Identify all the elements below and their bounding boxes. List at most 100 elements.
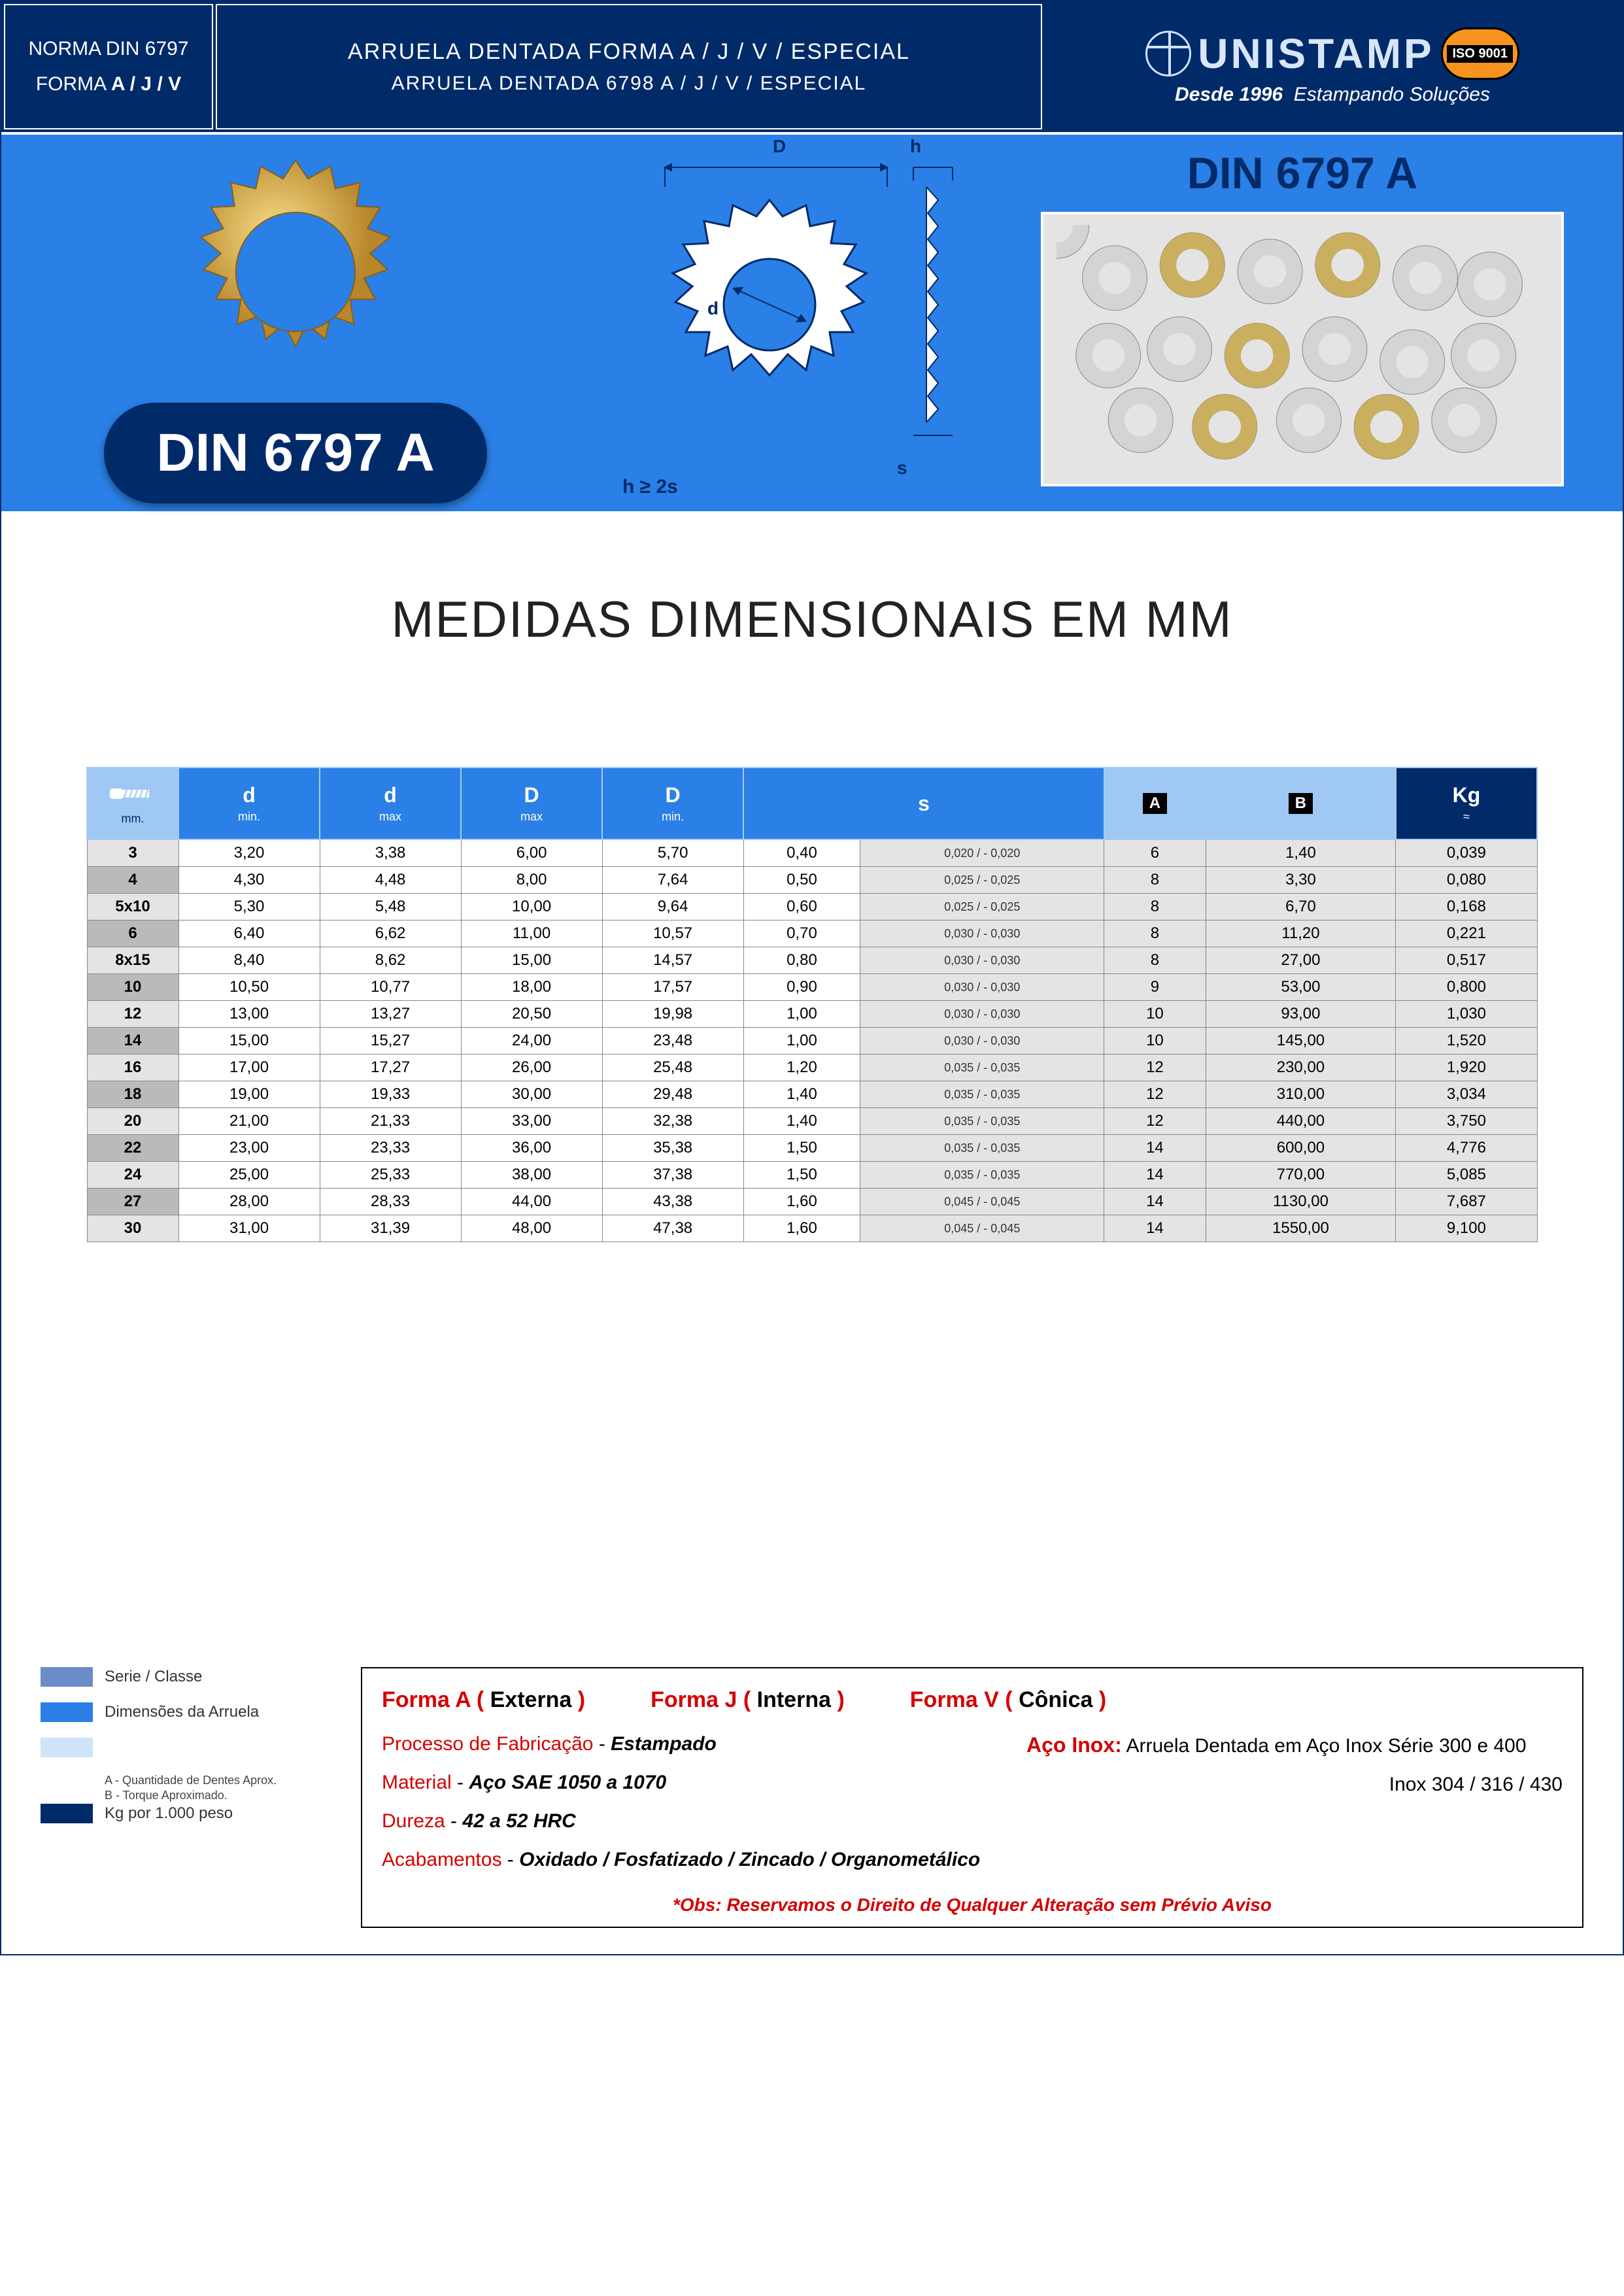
cell: 0,030 / - 0,030 [860, 974, 1104, 1001]
cell: 27 [87, 1189, 178, 1215]
cell: 17,57 [602, 974, 743, 1001]
cell: 6,40 [178, 920, 320, 947]
cell: 3,30 [1206, 867, 1396, 894]
footer-area: Serie / ClasseDimensões da ArruelaA - Qu… [41, 1667, 1583, 1928]
cell: 0,030 / - 0,030 [860, 920, 1104, 947]
cell: 0,035 / - 0,035 [860, 1081, 1104, 1108]
header-line2: ARRUELA DENTADA 6798 A / J / V / ESPECIA… [392, 73, 867, 95]
tagline: Desde 1996 Estampando Soluções [1175, 84, 1490, 106]
header-title-box: ARRUELA DENTADA FORMA A / J / V / ESPECI… [216, 4, 1042, 129]
cell: 22 [87, 1135, 178, 1162]
cell: 23,33 [320, 1135, 461, 1162]
cell: 440,00 [1206, 1108, 1396, 1135]
legend-swatch [41, 1667, 93, 1687]
cell: 8 [1104, 920, 1206, 947]
cell: 1,40 [743, 1081, 860, 1108]
cell: 28,00 [178, 1189, 320, 1215]
cell: 0,045 / - 0,045 [860, 1215, 1104, 1242]
din-title: DIN 6797 A [1187, 148, 1418, 199]
cell: 10,57 [602, 920, 743, 947]
legend-row: Kg por 1.000 peso [41, 1804, 341, 1823]
table-row: 33,203,386,005,700,400,020 / - 0,02061,4… [87, 839, 1537, 867]
table-row: 1010,5010,7718,0017,570,900,030 / - 0,03… [87, 974, 1537, 1001]
cell: 0,80 [743, 947, 860, 974]
table-row: 2425,0025,3338,0037,381,500,035 / - 0,03… [87, 1162, 1537, 1189]
dim-d-label: d [707, 298, 719, 319]
screw-icon [110, 782, 156, 805]
cell: 10,50 [178, 974, 320, 1001]
cell: 0,221 [1396, 920, 1537, 947]
cell: 28,33 [320, 1189, 461, 1215]
cell: 27,00 [1206, 947, 1396, 974]
banner-left: DIN 6797 A [1, 135, 590, 511]
cell: 6 [1104, 839, 1206, 867]
th-Dmax: D max [461, 768, 602, 839]
cell: 17,27 [320, 1055, 461, 1081]
cell: 0,080 [1396, 867, 1537, 894]
cell: 10 [87, 974, 178, 1001]
cell: 25,48 [602, 1055, 743, 1081]
cell: 145,00 [1206, 1028, 1396, 1055]
cell: 47,38 [602, 1215, 743, 1242]
aco-inox-line: Aço Inox: Arruela Dentada em Aço Inox Sé… [1026, 1727, 1563, 1763]
cell: 1130,00 [1206, 1189, 1396, 1215]
product-pill: DIN 6797 A [104, 403, 486, 503]
page-header: NORMA DIN 6797 FORMA A / J / V ARRUELA D… [1, 1, 1623, 132]
cell: 5,30 [178, 894, 320, 920]
legend-swatch [41, 1804, 93, 1823]
cell: 600,00 [1206, 1135, 1396, 1162]
legend-note: A - Quantidade de Dentes Aprox.B - Torqu… [105, 1773, 341, 1804]
h-formula: h ≥ 2s [622, 476, 678, 498]
dimensions-table: mm. d min. d max D max D [86, 767, 1538, 1242]
cell: 6,70 [1206, 894, 1396, 920]
cell: 1,50 [743, 1162, 860, 1189]
cell: 5,48 [320, 894, 461, 920]
cell: 6 [87, 920, 178, 947]
cell: 44,00 [461, 1189, 602, 1215]
norma-text: NORMA DIN 6797 [28, 38, 188, 60]
cell: 0,50 [743, 867, 860, 894]
cell: 1,60 [743, 1189, 860, 1215]
cell: 0,60 [743, 894, 860, 920]
table-row: 2223,0023,3336,0035,381,500,035 / - 0,03… [87, 1135, 1537, 1162]
cell: 9,100 [1396, 1215, 1537, 1242]
cell: 29,48 [602, 1081, 743, 1108]
technical-drawing [626, 148, 979, 455]
cell: 10,00 [461, 894, 602, 920]
cell: 1,520 [1396, 1028, 1537, 1055]
cell: 10 [1104, 1001, 1206, 1028]
cell: 0,025 / - 0,025 [860, 867, 1104, 894]
inox-series-line: Inox 304 / 316 / 430 [1026, 1768, 1563, 1801]
cell: 37,38 [602, 1162, 743, 1189]
cell: 4,776 [1396, 1135, 1537, 1162]
cell: 93,00 [1206, 1001, 1396, 1028]
cell: 7,687 [1396, 1189, 1537, 1215]
cell: 14 [87, 1028, 178, 1055]
cell: 36,00 [461, 1135, 602, 1162]
iso-badge: ISO 9001 [1441, 27, 1519, 80]
forma-text: FORMA A / J / V [36, 73, 181, 95]
banner-mid: D h [590, 135, 1015, 511]
cell: 15,00 [461, 947, 602, 974]
cell: 25,33 [320, 1162, 461, 1189]
cell: 14,57 [602, 947, 743, 974]
acabamentos-line: Acabamentos - Oxidado / Fosfatizado / Zi… [382, 1843, 987, 1876]
cell: 53,00 [1206, 974, 1396, 1001]
globe-icon [1145, 31, 1191, 76]
forma-a: Forma A ( Externa ) [382, 1681, 585, 1719]
cell: 7,64 [602, 867, 743, 894]
cell: 230,00 [1206, 1055, 1396, 1081]
th-B: B [1206, 768, 1396, 839]
th-s: s [743, 768, 1104, 839]
th-mm: mm. [87, 768, 178, 839]
cell: 0,035 / - 0,035 [860, 1055, 1104, 1081]
table-row: 3031,0031,3948,0047,381,600,045 / - 0,04… [87, 1215, 1537, 1242]
header-line1: ARRUELA DENTADA FORMA A / J / V / ESPECI… [348, 39, 910, 65]
cell: 25,00 [178, 1162, 320, 1189]
cell: 30 [87, 1215, 178, 1242]
cell: 0,025 / - 0,025 [860, 894, 1104, 920]
table-row: 1213,0013,2720,5019,981,000,030 / - 0,03… [87, 1001, 1537, 1028]
cell: 310,00 [1206, 1081, 1396, 1108]
dureza-line: Dureza - 42 a 52 HRC [382, 1804, 987, 1838]
legend-row: Serie / Classe [41, 1667, 341, 1687]
